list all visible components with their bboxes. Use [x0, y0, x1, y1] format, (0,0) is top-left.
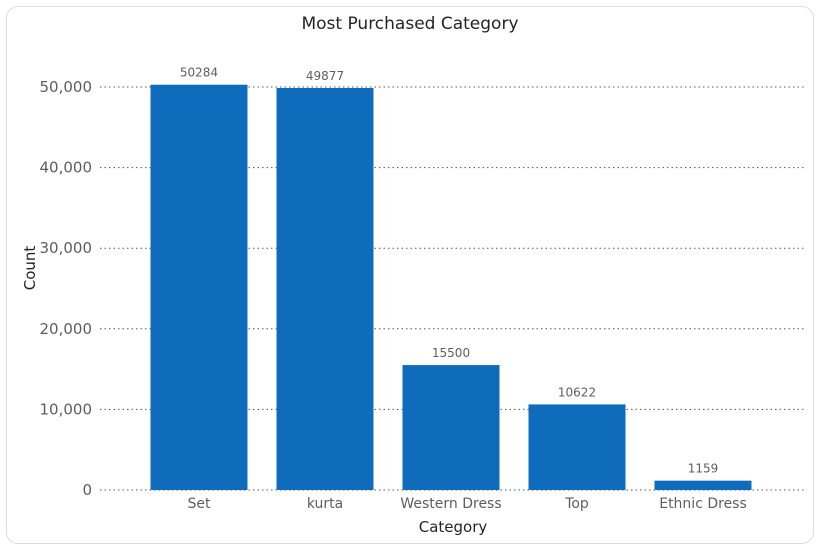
data-label: 15500: [432, 346, 470, 360]
x-tick-label: Ethnic Dress: [659, 496, 747, 512]
bars: [150, 84, 752, 490]
data-labels: 50284 49877 15500 10622 1159: [180, 66, 718, 476]
bar[interactable]: [276, 87, 374, 490]
data-label: 50284: [180, 66, 218, 80]
bar[interactable]: [528, 404, 626, 490]
data-label: 49877: [306, 69, 344, 83]
x-tick-label: kurta: [307, 496, 343, 512]
bar[interactable]: [150, 84, 248, 490]
x-tick-label: Western Dress: [400, 496, 501, 512]
data-label: 1159: [688, 462, 719, 476]
y-axis-ticks: 0 10,000 20,000 30,000 40,000 50,000: [40, 78, 93, 499]
chart-title: Most Purchased Category: [301, 14, 519, 34]
x-axis-ticks: Set kurta Western Dress Top Ethnic Dress: [188, 496, 747, 512]
bar[interactable]: [654, 480, 752, 490]
y-tick-label: 30,000: [40, 239, 93, 257]
x-tick-label: Set: [188, 496, 212, 512]
y-tick-label: 10,000: [40, 400, 93, 418]
y-tick-label: 20,000: [40, 320, 93, 338]
y-tick-label: 0: [82, 481, 92, 499]
x-axis-title: Category: [419, 518, 488, 536]
y-tick-label: 40,000: [40, 159, 93, 177]
y-tick-label: 50,000: [40, 78, 93, 96]
bar[interactable]: [402, 365, 500, 490]
data-label: 10622: [558, 385, 596, 399]
x-tick-label: Top: [564, 496, 589, 512]
y-axis-title: Count: [21, 246, 39, 291]
